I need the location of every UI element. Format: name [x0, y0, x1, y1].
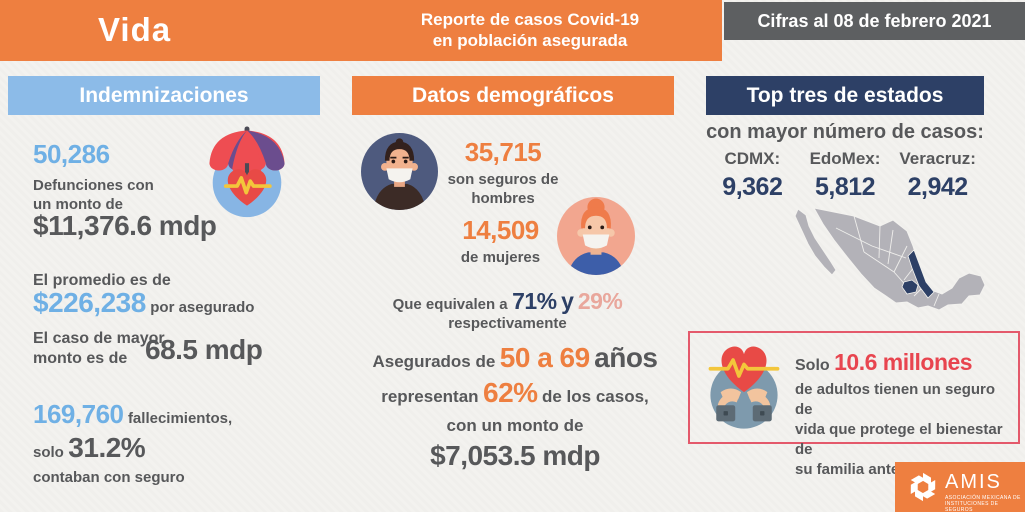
- amis-logo-sub2: INSTITUCIONES DE SEGUROS: [945, 501, 999, 512]
- equiv-suffix: respectivamente: [448, 315, 567, 332]
- man-with-mask-icon: [361, 133, 438, 210]
- rep-suffix: de los casos,: [542, 387, 649, 406]
- report-date-badge: Cifras al 08 de febrero 2021: [724, 2, 1025, 40]
- max-case-value: 68.5 mdp: [145, 334, 263, 365]
- section-header-estados: Top tres de estados: [706, 76, 984, 115]
- state-value: 5,812: [814, 173, 876, 201]
- men-pct: 71%: [512, 288, 557, 314]
- amis-logo-sub1: ASOCIACIÓN MEXICANA DE: [945, 495, 1021, 501]
- deaths-label-line2: un monto de: [33, 196, 123, 213]
- report-title-line2: en población asegurada: [432, 31, 628, 50]
- section-header-demografia: Datos demográficos: [352, 76, 674, 115]
- total-deaths-row: 169,760 fallecimientos,: [33, 401, 232, 428]
- callout-line2: vida que protege el bienestar de: [795, 421, 1003, 458]
- top-orange-bar: [0, 0, 722, 61]
- age-word: años: [594, 342, 658, 373]
- state-label: CDMX:: [724, 149, 781, 168]
- amis-logo-name: AMIS: [945, 471, 1002, 493]
- women-stat: 14,509 de mujeres: [438, 217, 563, 267]
- deaths-label: Defunciones con un monto de: [33, 176, 154, 214]
- state-value: 9,362: [722, 173, 783, 201]
- state-value: 2,942: [907, 173, 969, 201]
- women-pct: 29%: [577, 288, 623, 314]
- men-label-line1: son seguros de: [447, 171, 559, 188]
- deaths-label-line1: Defunciones con: [33, 177, 154, 194]
- age-block: Asegurados de 50 a 69 años representan 6…: [350, 344, 680, 470]
- map-highlight-cdmx-edomex: [901, 279, 919, 295]
- callout-box: Solo 10.6 millones de adultos tienen un …: [688, 331, 1020, 478]
- men-label-line2: hombres: [471, 190, 535, 207]
- amis-logo: AMIS ASOCIACIÓN MEXICANA DE INSTITUCIONE…: [895, 462, 1025, 512]
- equiv-prefix: Que equivalen a: [392, 296, 508, 313]
- report-title: Reporte de casos Covid-19 en población a…: [380, 9, 680, 51]
- men-value: 35,715: [464, 137, 542, 167]
- state-edomex: EdoMex: 5,812: [799, 149, 892, 202]
- section-header-indemnizaciones: Indemnizaciones: [8, 76, 320, 115]
- max-case-label-line1: El caso de mayor: [33, 330, 165, 347]
- women-label: de mujeres: [460, 249, 541, 266]
- state-label: Veracruz:: [899, 149, 976, 168]
- total-deaths-suffix: fallecimientos,: [127, 410, 233, 427]
- insured-pct: 31.2%: [68, 432, 146, 463]
- men-stat: 35,715 son seguros de hombres: [443, 139, 563, 208]
- callout-prefix: Solo: [795, 357, 830, 374]
- states-row: CDMX: 9,362 EdoMex: 5,812 Veracruz: 2,94…: [706, 149, 984, 202]
- mexico-map: [776, 206, 1001, 328]
- state-veracruz: Veracruz: 2,942: [891, 149, 984, 202]
- amount-intro: con un monto de: [446, 416, 584, 435]
- callout-headline: Solo 10.6 millones: [795, 351, 1013, 375]
- avg-row: $226,238 por asegurado: [33, 289, 254, 317]
- woman-with-mask-icon: [557, 197, 635, 275]
- insured-share-row: solo 31.2%: [33, 432, 146, 463]
- report-title-line1: Reporte de casos Covid-19: [420, 10, 640, 29]
- age-prefix: Asegurados de: [372, 352, 496, 371]
- rep-pct: 62%: [483, 377, 538, 408]
- callout-text: Solo 10.6 millones de adultos tienen un …: [795, 351, 1013, 480]
- total-deaths-value: 169,760: [33, 399, 124, 429]
- max-case-label-line2: monto es de: [33, 350, 128, 367]
- avg-value: $226,238: [33, 287, 146, 318]
- map-highlight-veracruz: [907, 249, 935, 299]
- callout-highlight: 10.6 millones: [834, 349, 973, 375]
- callout-line1: de adultos tienen un seguro de: [795, 381, 996, 418]
- amis-pinwheel-icon: [907, 471, 939, 503]
- hands-holding-heart-icon: [700, 341, 788, 433]
- equiv-conjunction: y: [561, 288, 574, 314]
- states-subtitle: con mayor número de casos:: [706, 121, 984, 143]
- deaths-amount: $11,376.6 mdp: [33, 210, 217, 241]
- equivalence-line: Que equivalen a 71% y 29% respectivament…: [345, 290, 670, 333]
- age-range: 50 a 69: [499, 342, 590, 373]
- avg-intro: El promedio es de: [33, 272, 171, 289]
- umbrella-heart-icon: [198, 124, 296, 222]
- state-label: EdoMex:: [809, 149, 881, 168]
- max-case-label: El caso de mayor monto es de: [33, 329, 165, 369]
- rep-word: representan: [381, 387, 479, 406]
- amount-value: $7,053.5 mdp: [430, 440, 600, 471]
- avg-suffix: por asegurado: [150, 299, 255, 316]
- insured-prefix: solo: [33, 444, 64, 461]
- age-line: Asegurados de 50 a 69 años: [350, 344, 680, 372]
- deaths-count: 50,286: [33, 139, 110, 169]
- insured-suffix: contaban con seguro: [33, 469, 185, 486]
- women-value: 14,509: [462, 215, 539, 245]
- state-cdmx: CDMX: 9,362: [706, 149, 799, 202]
- amis-logo-text: AMIS ASOCIACIÓN MEXICANA DE INSTITUCIONE…: [945, 472, 1025, 512]
- represent-line: representan 62% de los casos,: [350, 379, 680, 407]
- brand-title: Vida: [98, 11, 172, 48]
